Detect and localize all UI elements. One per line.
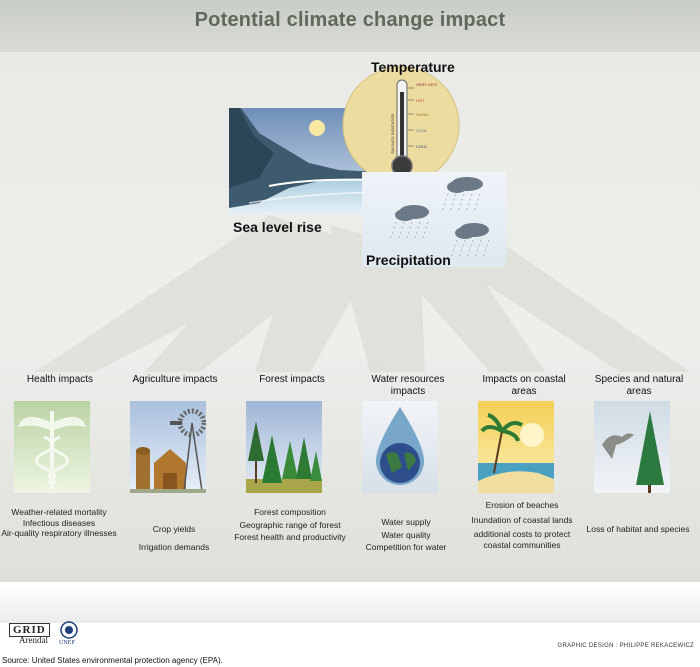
design-credit: GRAPHIC DESIGN : PHILIPPE REKACEWICZ <box>557 643 694 649</box>
category-title-water: Water resources impacts <box>371 374 445 397</box>
grid-logo: GRID <box>9 623 50 637</box>
health-tile <box>14 401 90 493</box>
coastal-item: Inundation of coastal lands <box>471 514 573 525</box>
water-item: Water supply <box>381 517 431 527</box>
category-title-species: Species and natural areas <box>594 374 684 397</box>
agriculture-item: Crop yields <box>152 524 196 534</box>
unep-logo-text: UNEP <box>59 640 75 646</box>
coastline-illustration <box>229 108 380 215</box>
water-impacts-list: Water supply Water quality Competition f… <box>347 517 465 553</box>
agriculture-item: Irrigation demands <box>138 541 210 552</box>
bird-tree-icon <box>602 411 664 493</box>
precipitation-image <box>362 172 506 267</box>
palm-beach-icon <box>478 413 554 493</box>
water-drop-globe-icon <box>376 407 424 485</box>
svg-text:WARM: WARM <box>416 112 429 117</box>
category-title-agriculture: Agriculture impacts <box>132 374 218 385</box>
category-title-coastal: Impacts on coastal areas <box>482 374 566 397</box>
temperature-image: VERY HOT! HOT WARM COOL COLD SAVINGS IND… <box>342 66 460 184</box>
svg-text:VERY HOT!: VERY HOT! <box>416 82 437 87</box>
sea-level-label: Sea level rise <box>233 219 322 235</box>
forest-impacts-list: Forest composition Geographic range of f… <box>231 507 349 550</box>
coastal-tile <box>478 401 554 493</box>
svg-text:HOT: HOT <box>416 98 425 103</box>
forest-item: Forest health and productivity <box>234 532 346 542</box>
water-item: Competition for water <box>365 542 447 552</box>
sun-icon <box>309 120 325 136</box>
water-tile <box>362 401 438 493</box>
bird-icon <box>602 433 634 459</box>
agriculture-tile <box>130 401 206 493</box>
forest-item: Geographic range of forest <box>239 519 341 530</box>
farm-windmill-icon <box>130 408 206 493</box>
coastal-item: Erosion of beaches <box>485 500 559 510</box>
coastal-item: additional costs to protect coastal comm… <box>473 529 571 550</box>
source-note: Source: United States environmental prot… <box>2 656 223 665</box>
agriculture-impacts-list: Crop yields Irrigation demands <box>115 524 233 559</box>
arendal-logo-text: Arendal <box>19 635 48 645</box>
category-title-health: Health impacts <box>26 374 94 385</box>
svg-text:COOL: COOL <box>416 128 428 133</box>
impact-band <box>0 360 700 582</box>
caduceus-icon <box>18 411 86 489</box>
species-item: Loss of habitat and species <box>586 524 690 534</box>
health-impacts-list: Weather-related mortality Infectious dis… <box>0 507 118 539</box>
species-tile <box>594 401 670 493</box>
species-impacts-list: Loss of habitat and species <box>579 524 697 542</box>
precipitation-label: Precipitation <box>366 252 451 268</box>
health-item: Infectious diseases <box>22 517 96 528</box>
coastal-impacts-list: Erosion of beaches Inundation of coastal… <box>463 500 581 557</box>
temperature-label: Temperature <box>371 59 455 75</box>
unep-logo-icon <box>60 621 78 639</box>
svg-text:SAVINGS INDICATOR: SAVINGS INDICATOR <box>390 114 395 154</box>
header-band <box>0 0 700 52</box>
forest-tile <box>246 401 322 493</box>
footer-band <box>0 583 700 623</box>
trees-icon <box>246 421 322 493</box>
water-item: Water quality <box>381 529 431 540</box>
rain-clouds-illustration <box>389 177 490 259</box>
forest-item: Forest composition <box>254 507 326 517</box>
sea-level-image <box>229 108 380 215</box>
svg-text:COLD: COLD <box>416 144 427 149</box>
health-item: Weather-related mortality <box>11 507 107 517</box>
category-title-forest: Forest impacts <box>259 374 325 385</box>
health-item: Air-quality respiratory illnesses <box>1 528 117 538</box>
page-title: Potential climate change impact <box>194 9 506 31</box>
